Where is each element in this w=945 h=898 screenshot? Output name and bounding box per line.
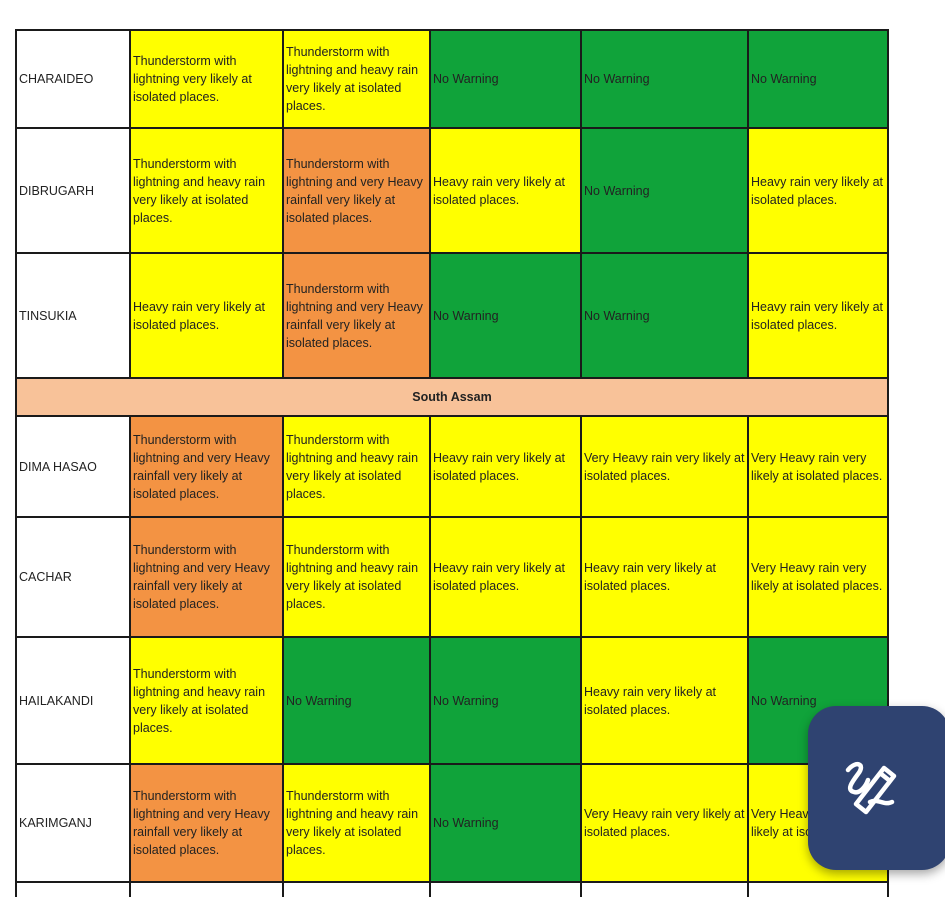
warning-cell: Thunderstorm with lightning and very Hea…: [282, 252, 431, 379]
warning-cell: No Warning: [282, 636, 431, 765]
district-name: TINSUKIA: [15, 252, 131, 379]
empty-cell: [282, 881, 431, 897]
warning-cell: Thunderstorm with lightning and heavy ra…: [282, 516, 431, 638]
district-name: DIBRUGARH: [15, 127, 131, 254]
district-name: CACHAR: [15, 516, 131, 638]
warning-cell: Thunderstorm with lightning and heavy ra…: [129, 636, 284, 765]
warning-cell: Very Heavy rain very likely at isolated …: [580, 763, 749, 883]
warning-cell: Thunderstorm with lightning and heavy ra…: [282, 763, 431, 883]
warning-cell: Thunderstorm with lightning very likely …: [129, 29, 284, 129]
table-row: CACHAR Thunderstorm with lightning and ve…: [15, 516, 889, 638]
table-row: KARIMGANJ Thunderstorm with lightning and…: [15, 763, 889, 883]
warning-table-body: CHARAIDEO Thunderstorm with lightning ver…: [15, 29, 889, 897]
table-row: DIBRUGARH Thunderstorm with lightning and…: [15, 127, 889, 254]
warning-cell: Heavy rain very likely at isolated place…: [429, 516, 582, 638]
warning-cell: Heavy rain very likely at isolated place…: [747, 252, 889, 379]
warning-cell: Thunderstorm with lightning and heavy ra…: [282, 29, 431, 129]
warning-cell: No Warning: [429, 252, 582, 379]
warning-cell: Thunderstorm with lightning and heavy ra…: [129, 127, 284, 254]
warning-cell: Heavy rain very likely at isolated place…: [747, 127, 889, 254]
warning-cell: No Warning: [429, 763, 582, 883]
warning-cell: Very Heavy rain very likely at isolated …: [747, 516, 889, 638]
region-header-row: South Assam: [15, 377, 889, 417]
warning-cell: Thunderstorm with lightning and heavy ra…: [282, 415, 431, 518]
warning-cell: Heavy rain very likely at isolated place…: [580, 516, 749, 638]
empty-cell: [747, 881, 889, 897]
table-row-partial: [15, 881, 889, 897]
warning-cell: No Warning: [429, 636, 582, 765]
warning-cell: Thunderstorm with lightning and very Hea…: [129, 516, 284, 638]
warning-cell: Heavy rain very likely at isolated place…: [580, 636, 749, 765]
warning-cell: Very Heavy rain very likely at isolated …: [580, 415, 749, 518]
warning-cell: No Warning: [580, 29, 749, 129]
warning-cell: Very Heavy rain very likely at isolated …: [747, 415, 889, 518]
warning-cell: Heavy rain very likely at isolated place…: [429, 415, 582, 518]
warning-cell: No Warning: [747, 29, 889, 129]
annotate-pen-icon: [845, 762, 897, 815]
empty-cell: [15, 881, 131, 897]
empty-cell: [129, 881, 284, 897]
warning-cell: No Warning: [580, 252, 749, 379]
warning-table: CHARAIDEO Thunderstorm with lightning ver…: [15, 29, 889, 897]
warning-cell: Thunderstorm with lightning and very Hea…: [129, 415, 284, 518]
empty-cell: [580, 881, 749, 897]
annotate-floating-button[interactable]: [808, 706, 945, 870]
warning-cell: Thunderstorm with lightning and very Hea…: [129, 763, 284, 883]
district-name: KARIMGANJ: [15, 763, 131, 883]
table-row: CHARAIDEO Thunderstorm with lightning ver…: [15, 29, 889, 129]
warning-cell: Heavy rain very likely at isolated place…: [129, 252, 284, 379]
warning-cell: Heavy rain very likely at isolated place…: [429, 127, 582, 254]
region-header: South Assam: [15, 377, 889, 417]
warning-cell: Thunderstorm with lightning and very Hea…: [282, 127, 431, 254]
warning-cell: No Warning: [580, 127, 749, 254]
warning-cell: No Warning: [429, 29, 582, 129]
district-name: HAILAKANDI: [15, 636, 131, 765]
district-name: CHARAIDEO: [15, 29, 131, 129]
district-name: DIMA HASAO: [15, 415, 131, 518]
table-row: TINSUKIA Heavy rain very likely at isolat…: [15, 252, 889, 379]
empty-cell: [429, 881, 582, 897]
table-row: HAILAKANDI Thunderstorm with lightning an…: [15, 636, 889, 765]
table-row: DIMA HASAO Thunderstorm with lightning an…: [15, 415, 889, 518]
